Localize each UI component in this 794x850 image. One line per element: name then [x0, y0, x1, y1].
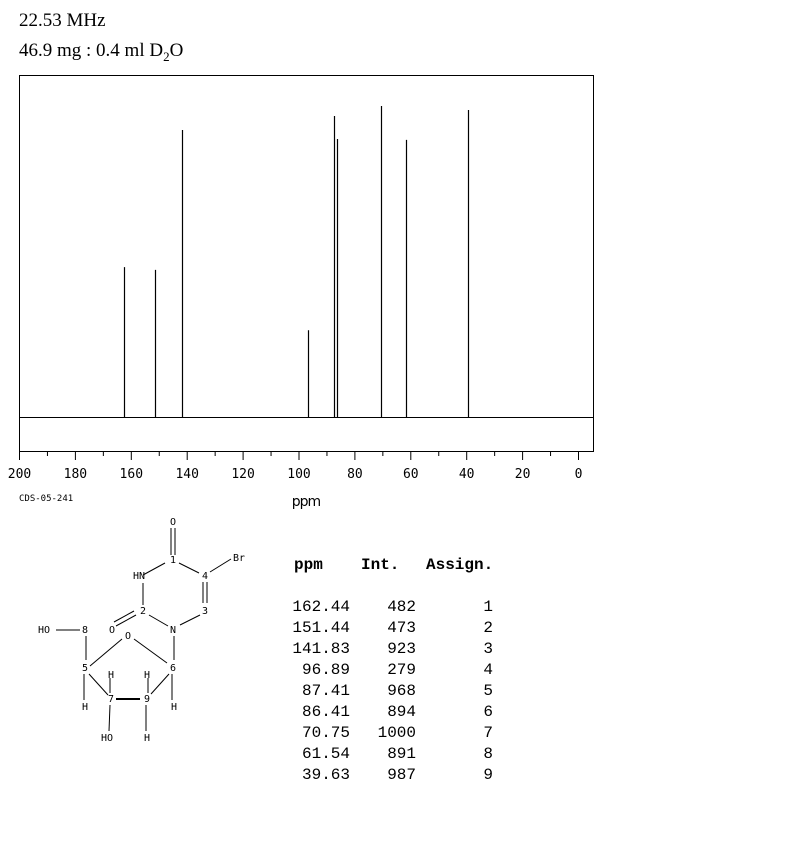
table-cell-int: 473: [387, 619, 416, 637]
table-cell-assign: 8: [483, 745, 493, 763]
table-header-int: Int.: [361, 556, 400, 574]
atom-h-c6: H: [171, 702, 177, 713]
table-cell-assign: 1: [483, 598, 493, 616]
atom-ho-bottom: HO: [101, 733, 113, 744]
sample-label: 46.9 mg : 0.4 ml D2O: [19, 40, 183, 65]
atom-h-c9-bottom: H: [144, 733, 150, 744]
table-cell-ppm: 70.75: [301, 724, 350, 742]
atom-ho-left: HO: [38, 625, 50, 636]
table-cell-int: 891: [387, 745, 416, 763]
atom-h-c9-top: H: [144, 670, 150, 681]
atom-br: Br: [233, 553, 245, 564]
x-tick-label: 140: [175, 467, 198, 482]
table-cell-int: 1000: [377, 724, 416, 742]
table-cell-ppm: 141.83: [292, 640, 350, 658]
table-cell-assign: 4: [483, 661, 493, 679]
table-cell-ppm: 39.63: [301, 766, 350, 784]
table-cell-int: 279: [387, 661, 416, 679]
x-tick-label: 0: [575, 467, 583, 482]
atom-c6: 6: [170, 663, 176, 674]
x-tick-label: 100: [287, 467, 310, 482]
spectrum-code: CDS-05-241: [19, 494, 74, 504]
atom-c9: 9: [144, 694, 150, 705]
plot-frame: [19, 75, 594, 452]
table-cell-assign: 9: [483, 766, 493, 784]
x-tick-label: 200: [8, 467, 31, 482]
table-cell-int: 923: [387, 640, 416, 658]
table-cell-ppm: 87.41: [301, 682, 350, 700]
atom-o-carbonyl-left: O: [109, 625, 115, 636]
table-cell-ppm: 151.44: [292, 619, 350, 637]
table-cell-assign: 6: [483, 703, 493, 721]
ticks-group: 200 180 160 140 120 100 80 60 40 20 0: [8, 451, 583, 482]
atom-h-c7-top: H: [108, 670, 114, 681]
atom-h-c5: H: [82, 702, 88, 713]
sample-subscript: 2: [163, 48, 170, 64]
table-cell-int: 482: [387, 598, 416, 616]
atom-c4: 4: [202, 571, 208, 582]
table-cell-ppm: 61.54: [301, 745, 350, 763]
frequency-label: 22.53 MHz: [19, 10, 106, 31]
table-cell-ppm: 86.41: [301, 703, 350, 721]
atom-c2: 2: [140, 606, 146, 617]
table-cell-assign: 5: [483, 682, 493, 700]
table-cell-ppm: 162.44: [292, 598, 350, 616]
x-tick-label: 160: [120, 467, 143, 482]
nmr-spectrum-chart: 200 180 160 140 120 100 80 60 40 20 0 ppm: [8, 75, 594, 510]
table-cell-assign: 7: [483, 724, 493, 742]
x-tick-label: 180: [64, 467, 87, 482]
x-tick-label: 120: [231, 467, 254, 482]
table-cell-ppm: 96.89: [301, 661, 350, 679]
atom-c5: 5: [82, 663, 88, 674]
table-cell-assign: 2: [483, 619, 493, 637]
table-header-ppm: ppm: [294, 556, 323, 574]
atom-o-carbonyl-top: O: [170, 517, 176, 528]
x-axis-label: ppm: [292, 494, 321, 510]
table-header-assign: Assign.: [426, 556, 494, 574]
sample-suffix: O: [169, 40, 184, 61]
x-tick-label: 20: [515, 467, 531, 482]
atom-n: N: [170, 625, 176, 636]
peaks-group: [123, 106, 470, 417]
x-tick-label: 60: [403, 467, 419, 482]
atom-hn: HN: [133, 571, 145, 582]
x-tick-label: 40: [459, 467, 475, 482]
table-cell-int: 968: [387, 682, 416, 700]
atom-c7: 7: [108, 694, 114, 705]
table-cell-assign: 3: [483, 640, 493, 658]
atom-c8: 8: [82, 625, 88, 636]
x-tick-label: 80: [347, 467, 363, 482]
table-cell-int: 987: [387, 766, 416, 784]
atom-c3: 3: [202, 606, 208, 617]
atom-o-ring: O: [125, 631, 131, 642]
atom-c1: 1: [170, 555, 176, 566]
sample-prefix: 46.9 mg : 0.4 ml D: [19, 40, 164, 61]
table-cell-int: 894: [387, 703, 416, 721]
